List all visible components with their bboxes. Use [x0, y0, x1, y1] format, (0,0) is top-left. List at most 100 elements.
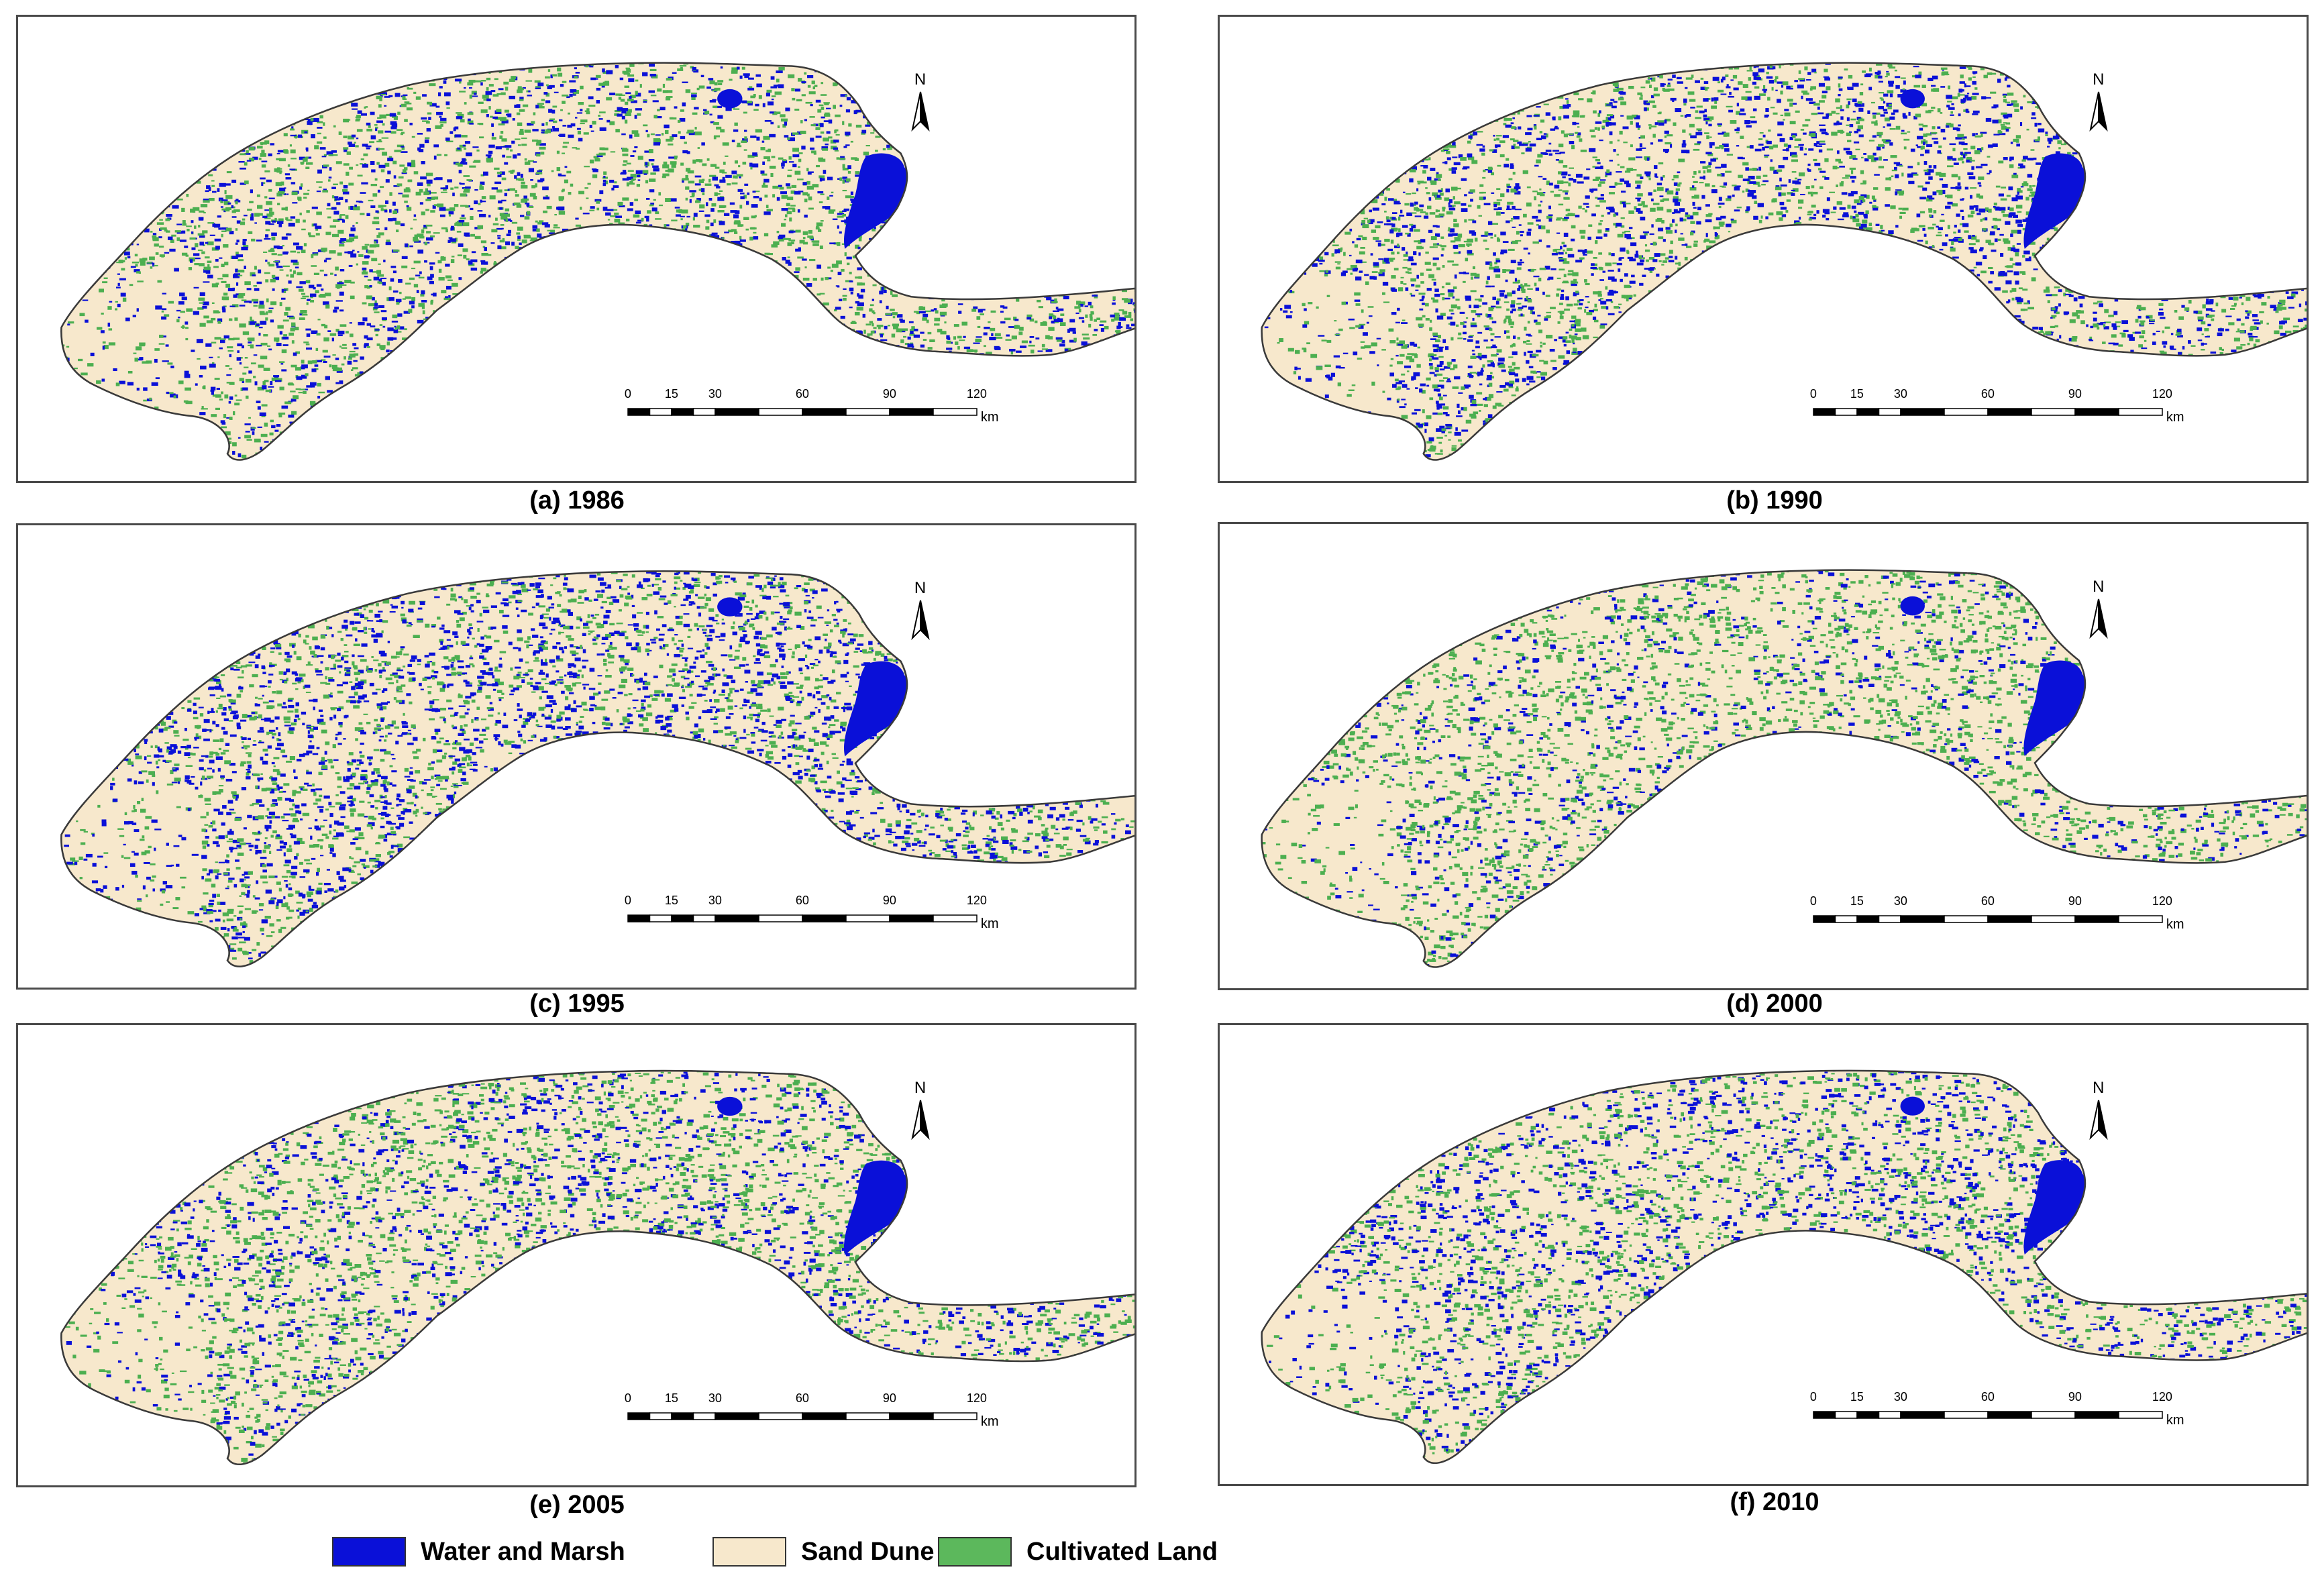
region-outline: [1261, 62, 2307, 461]
region-outline: [1261, 569, 2307, 968]
scale-tick-label: 60: [1981, 387, 1995, 401]
scale-tick-label: 120: [2152, 387, 2172, 401]
north-label: N: [2078, 1079, 2119, 1098]
scale-tick-label: 120: [2152, 1390, 2172, 1404]
land-cover-map-f: [1261, 1069, 2307, 1465]
north-arrow-icon: N: [900, 579, 941, 653]
scale-tick-label: 120: [2152, 894, 2172, 908]
scale-tick-label: 15: [1850, 1390, 1864, 1404]
scale-unit-label: km: [2166, 1413, 2184, 1428]
scale-bar-segments: [627, 408, 978, 416]
scale-tick-label: 90: [883, 1391, 896, 1406]
scale-tick-label: 0: [625, 387, 631, 401]
north-label: N: [900, 1079, 941, 1098]
pond: [1900, 89, 1925, 109]
map-panel-d: N 0 15 30 60 90 120 km: [1218, 522, 2309, 990]
north-arrow-icon: N: [2078, 70, 2119, 144]
scale-tick-label: 60: [796, 1391, 809, 1406]
north-label: N: [900, 579, 941, 598]
scale-bar-segments: [627, 1412, 978, 1420]
land-cover-map-a: [60, 62, 1134, 461]
scale-tick-label: 30: [708, 1391, 722, 1406]
scale-tick-label: 30: [708, 387, 722, 401]
pond: [717, 597, 743, 617]
scale-bar: 0 15 30 60 90 120 km: [625, 387, 1029, 427]
caption-e: (e) 2005: [376, 1491, 778, 1520]
scale-tick-label: 120: [967, 387, 987, 401]
caption-f: (f) 2010: [1573, 1488, 1976, 1517]
map-panel-a: N 0 15 30 60 90 120 km: [16, 15, 1137, 483]
scale-tick-label: 60: [1981, 1390, 1995, 1404]
north-label: N: [2078, 70, 2119, 89]
cultivated-swatch: [938, 1537, 1012, 1567]
scale-tick-label: 90: [883, 387, 896, 401]
map-panel-e: N 0 15 30 60 90 120 km: [16, 1023, 1137, 1487]
scale-bar-segments: [1813, 1411, 2163, 1419]
pond: [1900, 596, 1925, 616]
scale-tick-label: 90: [2068, 1390, 2082, 1404]
scale-tick-label: 60: [1981, 894, 1995, 908]
north-arrow-icon: N: [900, 70, 941, 144]
land-cover-map-d: [1261, 569, 2307, 968]
scale-tick-label: 60: [796, 894, 809, 908]
land-cover-map-b: [1261, 62, 2307, 461]
scale-tick-label: 30: [1894, 894, 1907, 908]
pond: [717, 1096, 743, 1116]
legend: Water and Marsh Sand Dune Cultivated Lan…: [0, 1535, 2324, 1582]
scale-tick-label: 0: [625, 894, 631, 908]
lake: [2023, 1160, 2088, 1255]
scale-tick-label: 30: [708, 894, 722, 908]
scale-unit-label: km: [2166, 410, 2184, 425]
map-panel-b: N 0 15 30 60 90 120 km: [1218, 15, 2309, 483]
map-panel-f: N 0 15 30 60 90 120 km: [1218, 1023, 2309, 1486]
pond: [717, 89, 743, 109]
scale-tick-label: 30: [1894, 1390, 1907, 1404]
land-cover-map-c: [60, 570, 1134, 967]
scale-unit-label: km: [981, 410, 999, 425]
map-panel-c: N 0 15 30 60 90 120 km: [16, 523, 1137, 990]
legend-label-cultivated: Cultivated Land: [1026, 1538, 1218, 1567]
caption-a: (a) 1986: [376, 486, 778, 515]
north-arrow-icon: N: [900, 1079, 941, 1153]
lake: [844, 661, 910, 757]
scale-tick-label: 30: [1894, 387, 1907, 401]
scale-bar: 0 15 30 60 90 120 km: [1810, 387, 2215, 427]
scale-tick-label: 0: [1810, 1390, 1817, 1404]
scale-bar: 0 15 30 60 90 120 km: [1810, 894, 2215, 935]
north-arrow-icon: N: [2078, 578, 2119, 651]
region-outline: [60, 570, 1134, 967]
water-swatch: [332, 1537, 406, 1567]
scale-bar: 0 15 30 60 90 120 km: [625, 894, 1029, 934]
caption-c: (c) 1995: [376, 990, 778, 1018]
scale-tick-label: 15: [1850, 387, 1864, 401]
legend-item-cultivated: Cultivated Land: [938, 1535, 1218, 1569]
scale-tick-label: 90: [2068, 894, 2082, 908]
scale-bar: 0 15 30 60 90 120 km: [1810, 1390, 2215, 1430]
scale-unit-label: km: [981, 916, 999, 932]
region-outline: [60, 1069, 1134, 1466]
scale-tick-label: 15: [1850, 894, 1864, 908]
scale-tick-label: 0: [1810, 894, 1817, 908]
scale-bar-segments: [1813, 408, 2163, 416]
scale-tick-label: 0: [625, 1391, 631, 1406]
sand-swatch: [712, 1537, 786, 1567]
lake: [844, 153, 910, 249]
north-label: N: [2078, 578, 2119, 596]
north-arrow-icon: N: [2078, 1079, 2119, 1153]
caption-d: (d) 2000: [1573, 990, 1976, 1018]
scale-tick-label: 60: [796, 387, 809, 401]
north-label: N: [900, 70, 941, 89]
scale-unit-label: km: [2166, 917, 2184, 933]
scale-bar-segments: [1813, 915, 2163, 923]
region-outline: [60, 62, 1134, 461]
scale-tick-label: 90: [883, 894, 896, 908]
scale-tick-label: 15: [665, 894, 678, 908]
legend-item-water: Water and Marsh: [332, 1535, 625, 1569]
scale-tick-label: 15: [665, 387, 678, 401]
lake: [2023, 660, 2088, 756]
pond: [1900, 1096, 1925, 1116]
lake: [2023, 153, 2088, 249]
scale-tick-label: 15: [665, 1391, 678, 1406]
scale-bar: 0 15 30 60 90 120 km: [625, 1391, 1029, 1432]
scale-bar-segments: [627, 914, 978, 922]
